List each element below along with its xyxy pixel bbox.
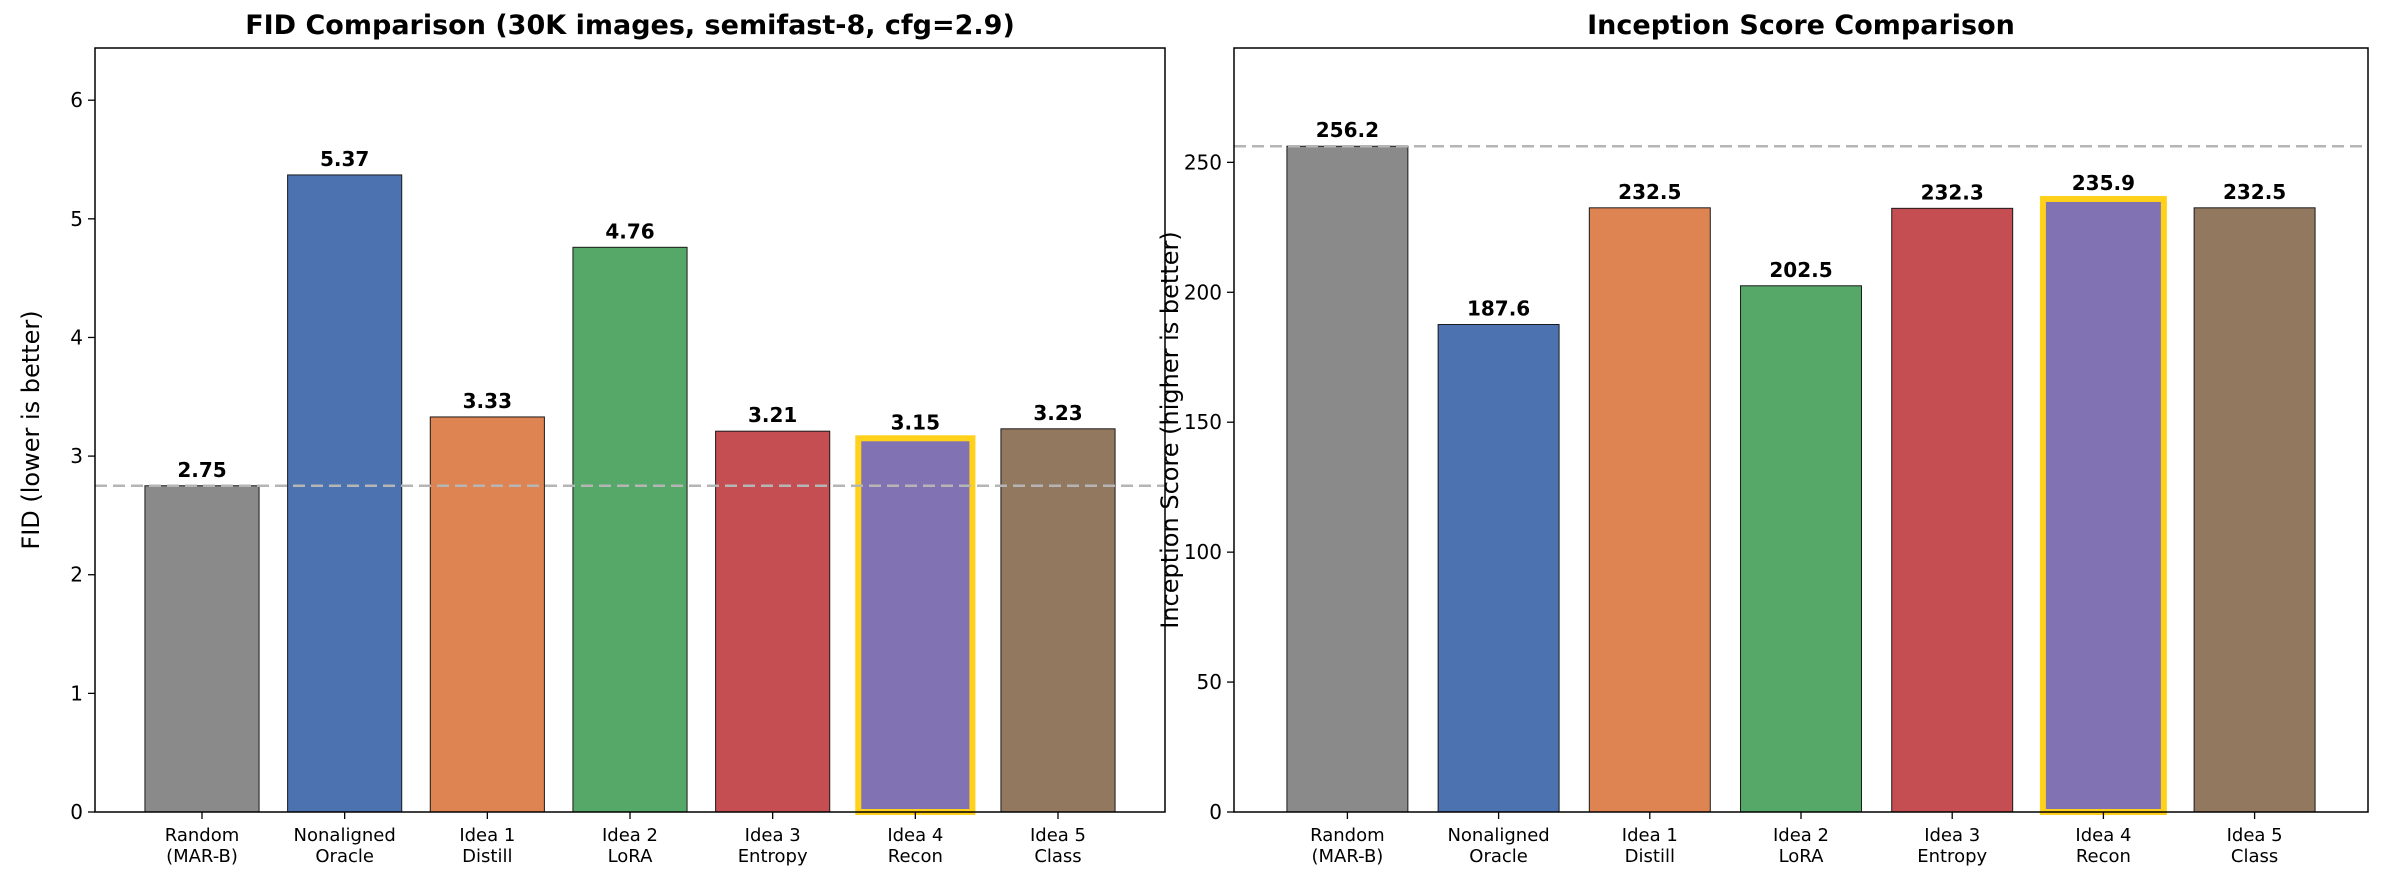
x-tick-label: Class bbox=[1034, 846, 1081, 867]
x-tick-label: Distill bbox=[462, 846, 512, 867]
bar bbox=[144, 485, 260, 813]
x-tick-label: (MAR-B) bbox=[166, 846, 238, 867]
bar bbox=[1000, 428, 1116, 813]
y-tick-label: 50 bbox=[1197, 670, 1222, 694]
x-tick-label: Entropy bbox=[1917, 846, 1987, 867]
x-tick-label: (MAR-B) bbox=[1311, 846, 1383, 867]
inception-score-chart: Inception Score Comparison Inception Scor… bbox=[1156, 10, 2369, 867]
x-tick-label: Idea 1 bbox=[1622, 825, 1678, 846]
chart-title: FID Comparison (30K images, semifast-8, … bbox=[245, 10, 1015, 41]
y-tick-label: 200 bbox=[1184, 280, 1222, 304]
x-tick-label: Idea 1 bbox=[459, 825, 515, 846]
data-label: 235.9 bbox=[2072, 171, 2135, 195]
y-axis-label: Inception Score (higher is better) bbox=[1156, 231, 1184, 629]
bar bbox=[715, 430, 831, 813]
y-tick-label: 0 bbox=[1209, 800, 1222, 824]
y-tick-label: 3 bbox=[70, 444, 83, 468]
x-tick-label: LoRA bbox=[608, 846, 654, 867]
x-tick-label: LoRA bbox=[1779, 846, 1825, 867]
y-tick-label: 0 bbox=[70, 800, 83, 824]
bar bbox=[1740, 285, 1862, 813]
bar bbox=[1286, 145, 1409, 813]
bar bbox=[2193, 207, 2316, 813]
chart-title: Inception Score Comparison bbox=[1587, 10, 2015, 41]
bar bbox=[1437, 323, 1560, 813]
x-tick-label: Idea 5 bbox=[2227, 825, 2283, 846]
x-tick-label: Random bbox=[1310, 825, 1385, 846]
data-label: 2.75 bbox=[177, 458, 226, 482]
y-tick-label: 2 bbox=[70, 563, 83, 587]
x-tick-label: Idea 3 bbox=[745, 825, 801, 846]
plot-frame bbox=[1233, 47, 2369, 813]
y-tick-label: 150 bbox=[1184, 410, 1222, 434]
y-tick-label: 6 bbox=[70, 88, 83, 112]
y-tick-label: 1 bbox=[70, 681, 83, 705]
y-tick-label: 100 bbox=[1184, 540, 1222, 564]
x-tick-label: Recon bbox=[888, 846, 943, 867]
x-tick-label: Nonaligned bbox=[294, 825, 396, 846]
bar bbox=[429, 416, 545, 813]
x-tick-label: Idea 2 bbox=[602, 825, 658, 846]
bar bbox=[572, 246, 688, 813]
data-label: 202.5 bbox=[1769, 258, 1832, 282]
data-label: 4.76 bbox=[605, 219, 654, 243]
x-tick-label: Random bbox=[165, 825, 240, 846]
data-label: 5.37 bbox=[320, 147, 369, 171]
x-tick-label: Oracle bbox=[1469, 846, 1528, 867]
y-axis-label: FID (lower is better) bbox=[17, 310, 45, 549]
x-tick-label: Distill bbox=[1625, 846, 1675, 867]
data-label: 232.5 bbox=[2223, 180, 2286, 204]
x-tick-label: Idea 4 bbox=[887, 825, 943, 846]
data-label: 232.3 bbox=[1921, 180, 1984, 204]
x-tick-label: Nonaligned bbox=[1447, 825, 1549, 846]
data-label: 3.15 bbox=[891, 410, 940, 434]
data-label: 232.5 bbox=[1618, 180, 1681, 204]
plot-frame bbox=[94, 47, 1166, 813]
x-tick-label: Recon bbox=[2076, 846, 2131, 867]
x-tick-label: Idea 3 bbox=[1924, 825, 1980, 846]
x-tick-label: Idea 2 bbox=[1773, 825, 1829, 846]
data-label: 3.23 bbox=[1033, 401, 1082, 425]
bar bbox=[855, 435, 976, 815]
x-tick-label: Oracle bbox=[315, 846, 374, 867]
x-tick-label: Idea 4 bbox=[2075, 825, 2131, 846]
bar bbox=[1588, 207, 1711, 813]
data-label: 256.2 bbox=[1316, 118, 1379, 142]
bar bbox=[1891, 207, 2014, 813]
fid-chart: FID Comparison (30K images, semifast-8, … bbox=[17, 10, 1166, 867]
data-label: 3.21 bbox=[748, 403, 797, 427]
x-tick-label: Idea 5 bbox=[1030, 825, 1086, 846]
x-tick-label: Class bbox=[2231, 846, 2278, 867]
x-tick-label: Entropy bbox=[738, 846, 808, 867]
y-tick-label: 4 bbox=[70, 325, 83, 349]
y-tick-label: 250 bbox=[1184, 150, 1222, 174]
data-label: 187.6 bbox=[1467, 296, 1530, 320]
y-tick-label: 5 bbox=[70, 207, 83, 231]
data-label: 3.33 bbox=[463, 389, 512, 413]
bar bbox=[2039, 195, 2167, 815]
bar bbox=[287, 174, 403, 813]
